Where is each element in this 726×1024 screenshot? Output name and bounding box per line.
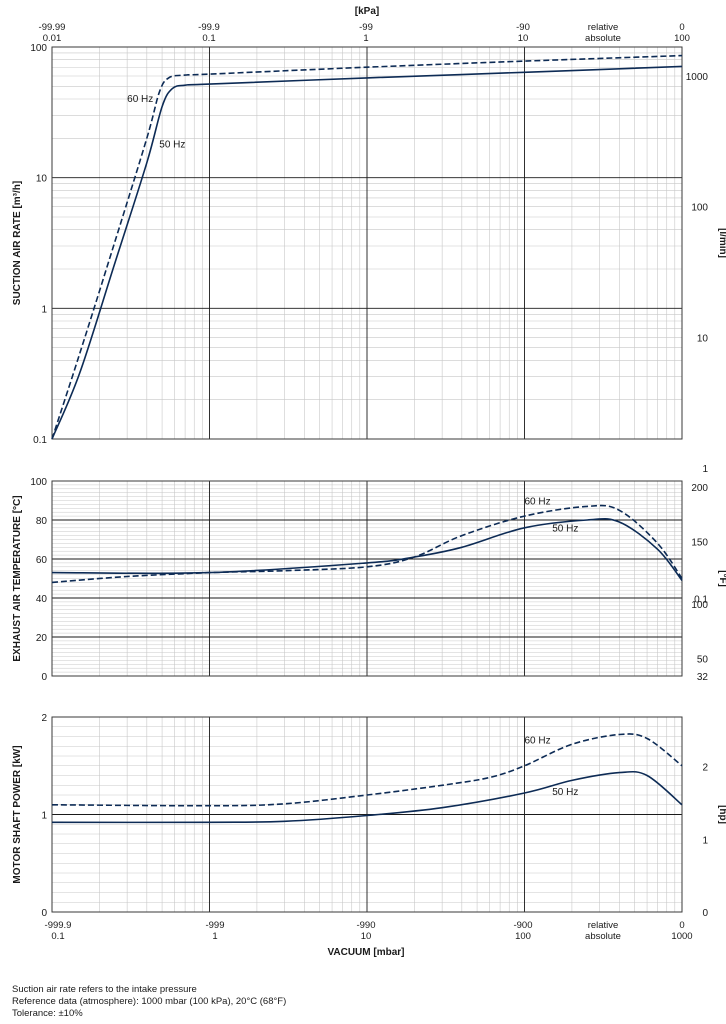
series-line-50hz [51, 770, 683, 824]
series-line-60hz [51, 733, 683, 807]
y-tick-label: 100 [30, 477, 47, 488]
top-tick-relative: -99 [359, 22, 373, 33]
series-label: 60 Hz [525, 496, 551, 507]
bottom-tick-relative: -999 [205, 920, 224, 931]
y-tick-label: 1 [41, 811, 47, 822]
bottom-tick-absolute: 1000 [671, 931, 692, 942]
bottom-tick-relative: -900 [513, 920, 532, 931]
top-axis-title: [kPa] [355, 6, 379, 17]
y-tick-label: 100 [30, 43, 47, 54]
y-tick-label-right: 10 [697, 333, 709, 344]
series-label: 60 Hz [525, 735, 551, 746]
bottom-tick-relative: -999.9 [45, 920, 72, 931]
top-tick-absolute: 10 [518, 33, 529, 44]
footnotes: Suction air rate refers to the intake pr… [12, 984, 286, 1020]
y-axis-title: MOTOR SHAFT POWER [kW] [12, 745, 23, 883]
y-tick-label: 1 [41, 304, 47, 315]
plot-frame [51, 716, 683, 913]
plot-frame [51, 46, 683, 440]
footnote-reference-data: Reference data (atmosphere): 1000 mbar (… [12, 996, 287, 1007]
bottom-tick-absolute: 0.1 [51, 931, 64, 942]
y-axis-title-right: [°F] [717, 570, 726, 587]
y-tick-label-right: 50 [697, 654, 709, 665]
y-tick-label-right: 100 [691, 600, 708, 611]
y-tick-label-right: 1 [702, 835, 708, 846]
bottom-tick-absolute: absolute [585, 931, 621, 942]
y-tick-label: 0.1 [33, 435, 47, 446]
y-axis-title: EXHAUST AIR TEMPERATURE [°C] [12, 495, 23, 661]
y-tick-label: 0 [41, 908, 47, 919]
y-tick-label: 2 [41, 713, 47, 724]
y-tick-label: 40 [36, 594, 48, 605]
top-tick-relative: -99.99 [39, 22, 66, 33]
y-axis-title: SUCTION AIR RATE [m³/h] [12, 181, 23, 305]
top-tick-relative: -99.9 [198, 22, 220, 33]
y-tick-label: 0 [41, 672, 47, 683]
y-tick-label-right: 1 [702, 464, 708, 475]
bottom-tick-absolute: 1 [212, 931, 217, 942]
top-tick-absolute: 1 [363, 33, 368, 44]
bottom-tick-relative: -990 [356, 920, 375, 931]
y-tick-label-right: 200 [691, 483, 708, 494]
y-tick-label-right: 0.1 [694, 595, 708, 606]
y-tick-label-right: 150 [691, 537, 708, 548]
bottom-tick-absolute: 100 [515, 931, 531, 942]
footnote-intake-pressure: Suction air rate refers to the intake pr… [12, 984, 197, 995]
series-label: 50 Hz [552, 524, 578, 535]
y-tick-label-right: 0 [702, 908, 708, 919]
series-label: 50 Hz [159, 140, 185, 151]
y-tick-label: 80 [36, 516, 48, 527]
footnote-tolerance: Tolerance: ±10% [12, 1008, 83, 1019]
top-tick-relative: 0 [679, 22, 684, 33]
series-label: 60 Hz [127, 94, 153, 105]
top-tick-absolute: 0.1 [202, 33, 215, 44]
y-tick-label-right: 32 [697, 672, 709, 683]
top-tick-absolute: 0.01 [43, 33, 62, 44]
bottom-tick-relative: 0 [679, 920, 684, 931]
y-tick-label: 10 [36, 174, 48, 185]
series-label: 50 Hz [552, 787, 578, 798]
y-axis-title-right: [l/min] [717, 228, 726, 258]
y-tick-label-right: 1000 [686, 72, 709, 83]
y-tick-label-right: 2 [702, 763, 708, 774]
y-tick-label: 20 [36, 633, 48, 644]
series-line-50hz [51, 517, 683, 581]
bottom-tick-relative: relative [588, 920, 619, 931]
y-tick-label-right: 100 [691, 203, 708, 214]
top-tick-absolute: 100 [674, 33, 690, 44]
top-tick-relative: relative [588, 22, 619, 33]
bottom-tick-absolute: 10 [361, 931, 372, 942]
top-tick-absolute: absolute [585, 33, 621, 44]
bottom-axis-title: VACUUM [mbar] [327, 947, 404, 958]
y-tick-label: 60 [36, 555, 48, 566]
y-axis-title-right: [hp] [717, 805, 726, 824]
series-line-50hz [51, 65, 683, 440]
top-tick-relative: -90 [516, 22, 530, 33]
